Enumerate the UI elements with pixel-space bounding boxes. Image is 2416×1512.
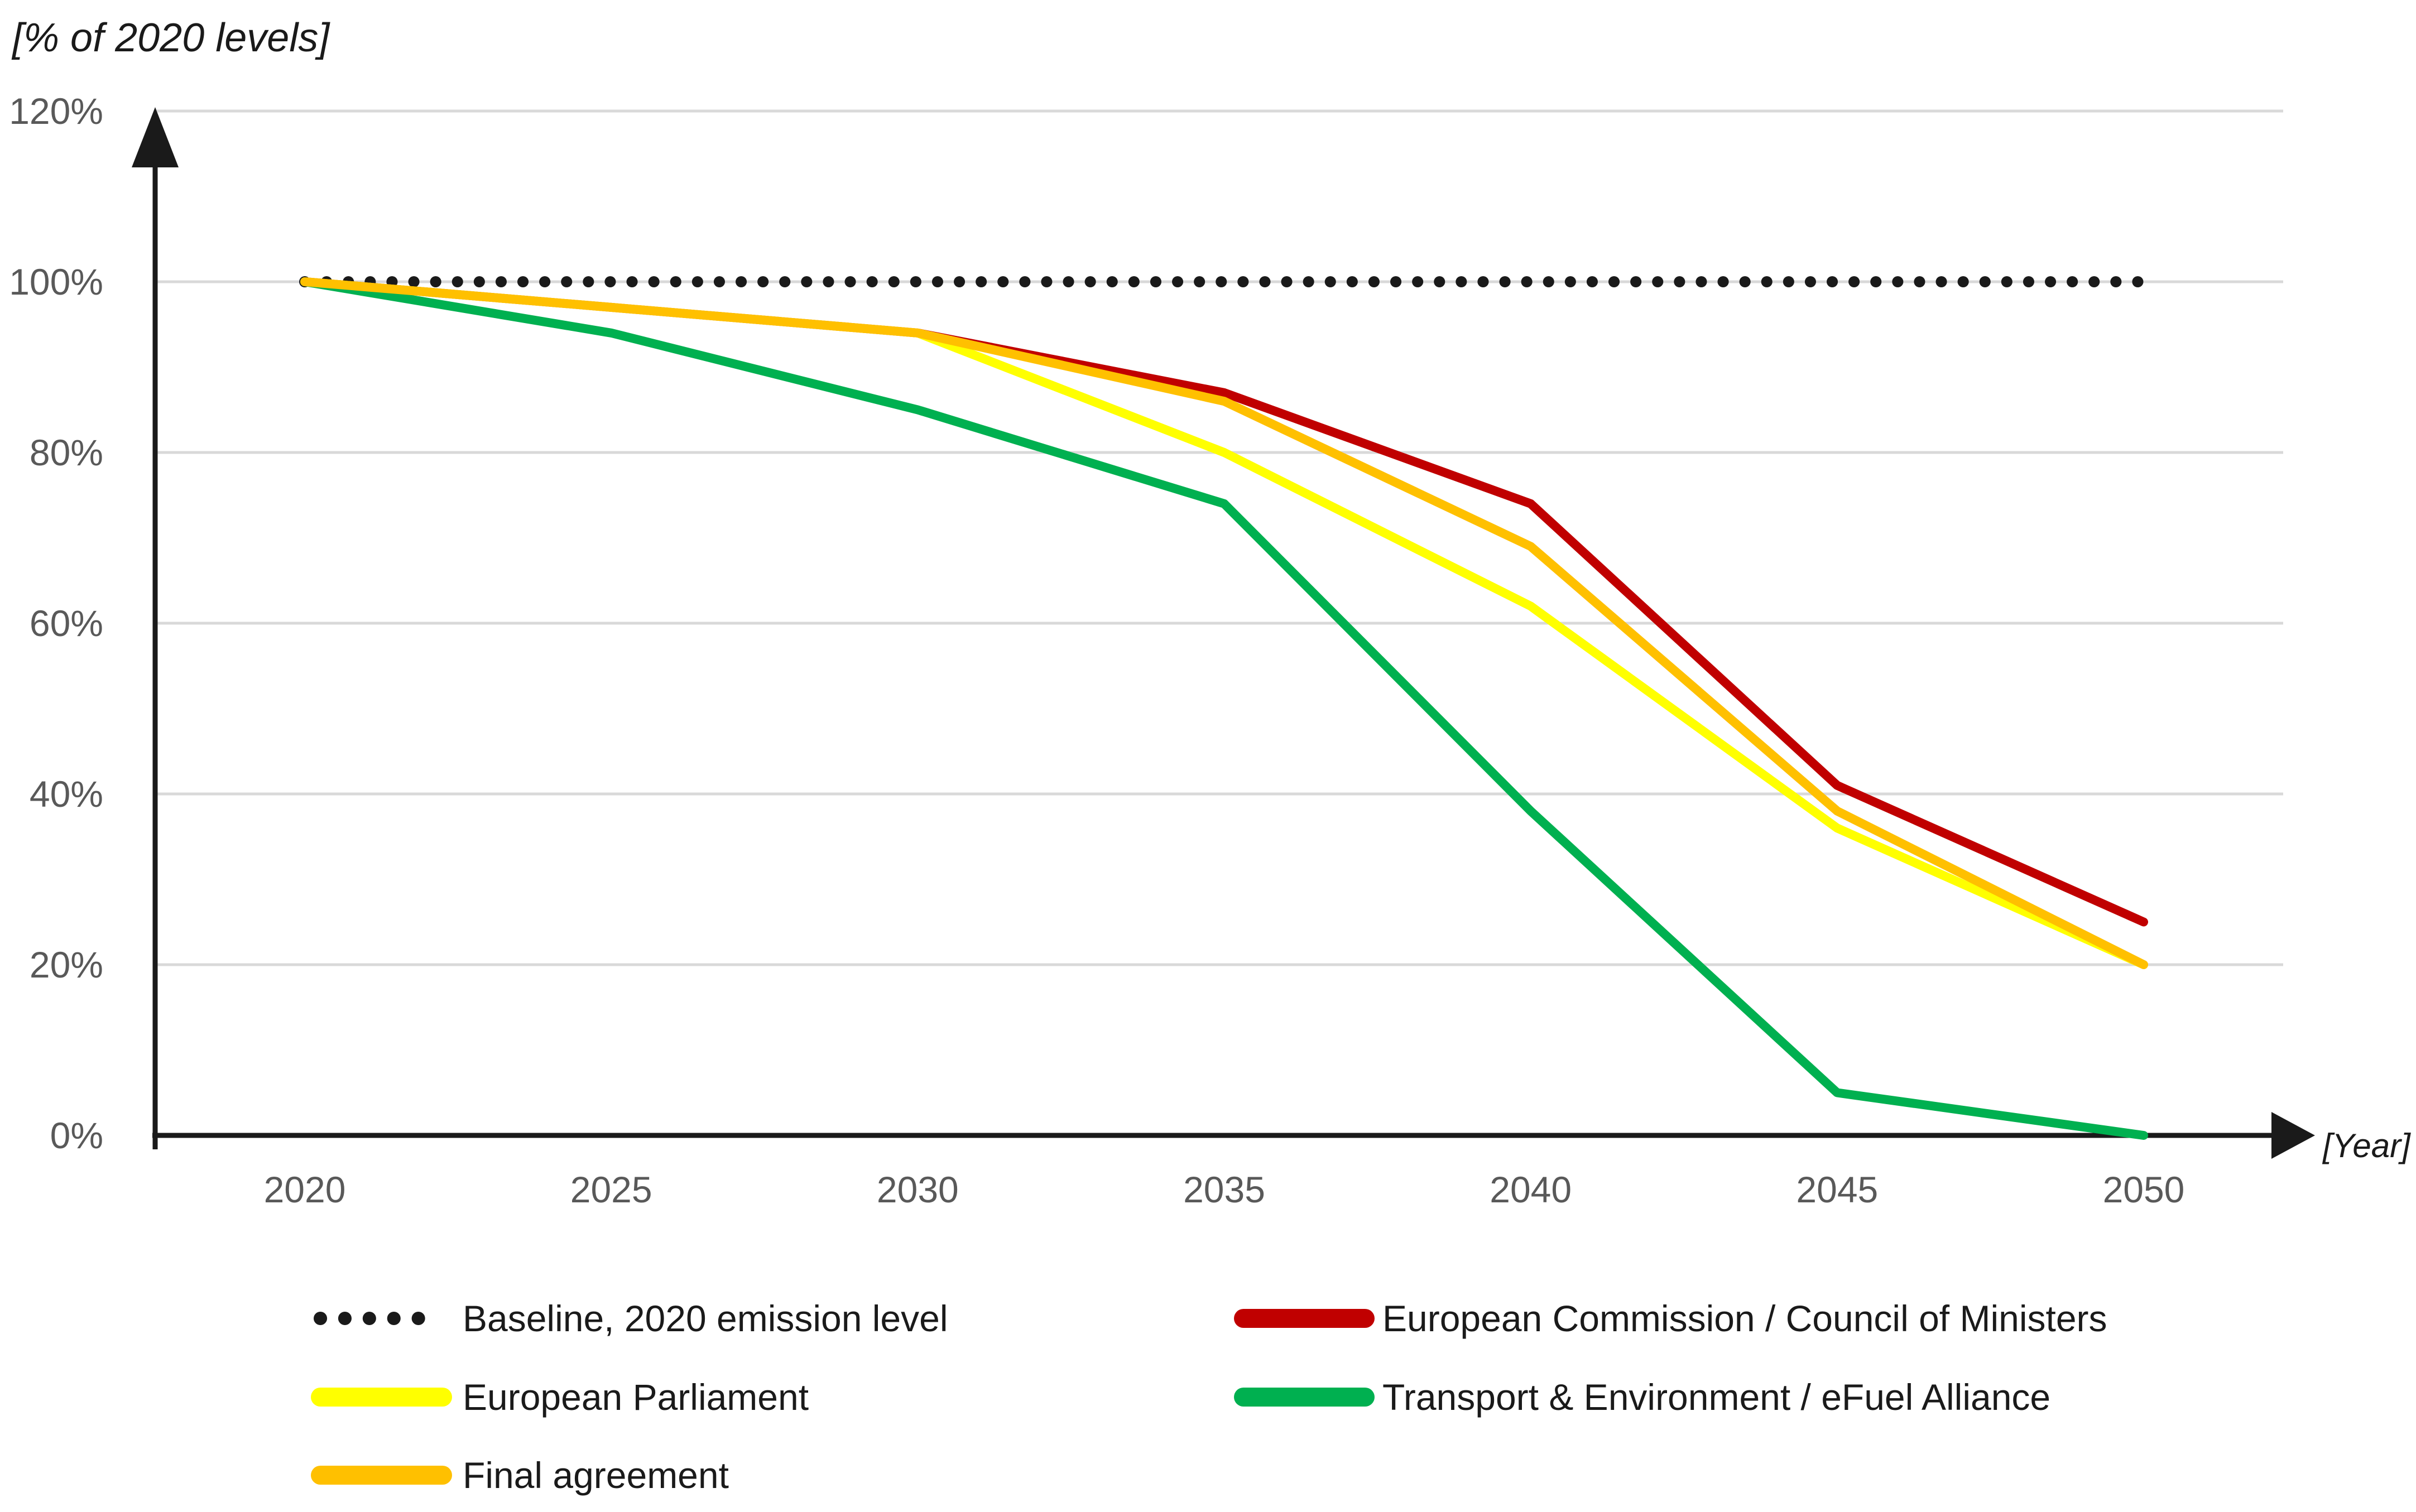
y-tick-label-100: 100% <box>9 261 103 302</box>
y-tick-labels: 0% 20% 40% 60% 80% 100% 120% <box>9 90 103 1156</box>
x-tick-label-2045: 2045 <box>1796 1169 1878 1210</box>
y-tick-label-20: 20% <box>30 944 103 985</box>
legend-label: European Parliament <box>463 1376 809 1418</box>
legend-label: Transport & Environment / eFuel Alliance <box>1382 1376 2050 1418</box>
y-axis-arrowhead-icon <box>132 107 179 167</box>
x-tick-label-2020: 2020 <box>264 1169 346 1210</box>
x-tick-label-2040: 2040 <box>1490 1169 1572 1210</box>
y-axis <box>132 107 179 1149</box>
y-tick-label-80: 80% <box>30 432 103 473</box>
legend: Baseline, 2020 emission level European Co… <box>311 1298 2107 1496</box>
y-tick-label-40: 40% <box>30 773 103 815</box>
x-axis <box>152 1112 2315 1159</box>
legend-item-baseline-2020-emission-level: Baseline, 2020 emission level <box>314 1298 948 1339</box>
series-line-transport-environment-efuel-alliance <box>300 277 2148 1140</box>
x-tick-label-2050: 2050 <box>2103 1169 2185 1210</box>
legend-item-final-agreement: Final agreement <box>311 1455 729 1496</box>
x-axis-title: [Year] <box>2322 1127 2411 1164</box>
y-tick-label-0: 0% <box>50 1115 103 1156</box>
legend-item-transport-environment-efuel-alliance: Transport & Environment / eFuel Alliance <box>1234 1376 2050 1418</box>
legend-label: European Commission / Council of Ministe… <box>1382 1298 2107 1339</box>
legend-item-european-commission-council-of-ministers: European Commission / Council of Ministe… <box>1234 1298 2107 1339</box>
series-line-final-agreement <box>300 277 2148 969</box>
x-tick-label-2035: 2035 <box>1183 1169 1265 1210</box>
legend-label: Baseline, 2020 emission level <box>463 1298 948 1339</box>
chart-title: [% of 2020 levels] <box>11 16 330 60</box>
legend-label: Final agreement <box>463 1455 729 1496</box>
legend-item-european-parliament: European Parliament <box>311 1376 809 1418</box>
gridlines <box>155 109 2283 966</box>
series-lines <box>299 276 2149 1140</box>
x-tick-labels: 2020 2025 2030 2035 2040 2045 2050 <box>264 1169 2185 1210</box>
x-axis-arrowhead-icon <box>2271 1112 2315 1159</box>
x-tick-label-2030: 2030 <box>877 1169 959 1210</box>
x-tick-label-2025: 2025 <box>570 1169 652 1210</box>
y-tick-label-120: 120% <box>9 90 103 132</box>
y-tick-label-60: 60% <box>30 603 103 644</box>
